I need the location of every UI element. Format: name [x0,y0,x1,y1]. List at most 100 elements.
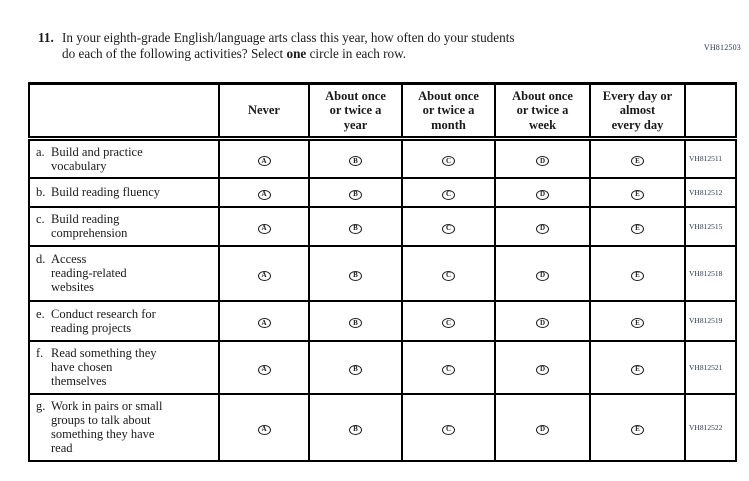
row-e-option-week-cell: D [494,299,591,342]
row-d-letter: d. [36,252,46,266]
row-g-circle-b[interactable]: B [349,424,362,435]
row-a-option-never-cell: A [218,137,310,179]
row-f-option-everyday-cell: E [589,339,686,395]
row-d-option-month-cell: C [401,244,496,302]
row-f-circle-c[interactable]: C [442,364,455,375]
row-c-circle-c[interactable]: C [442,223,455,234]
row-b-circle-b[interactable]: B [349,189,362,200]
row-f-circle-a[interactable]: A [257,364,271,375]
row-e-option-everyday-cell: E [589,299,686,342]
question-text-line1: In your eighth-grade English/language ar… [62,30,515,45]
row-d-circle-d[interactable]: D [536,270,549,281]
row-f-option-year-cell: B [308,339,403,395]
row-g-label: Work in pairs or small groups to talk ab… [51,399,163,455]
row-g-circle-c[interactable]: C [442,424,455,435]
row-a-circle-b[interactable]: B [349,156,362,167]
row-a-option-year-cell: B [308,137,403,179]
header-every-day: Every day or almost every day [589,82,686,141]
row-e-circle-c[interactable]: C [442,318,455,328]
row-e-circle-d[interactable]: D [536,318,549,328]
row-f-option-never-cell: A [218,339,310,395]
table-header-row: Never About once or twice a year About o… [28,82,737,141]
row-a-circle-e[interactable]: E [631,156,644,167]
table-row-b: b. Build reading fluency A B C D E VH8125… [28,176,737,208]
row-c-code: VH812515 [684,205,737,247]
row-f-circle-e[interactable]: E [631,364,644,375]
header-empty-code-col [684,82,737,141]
row-d-option-everyday-cell: E [589,244,686,302]
row-b-circle-d[interactable]: D [536,189,549,200]
row-a-label-cell: a. Build and practice vocabulary [28,137,220,179]
row-c-option-year-cell: B [308,205,403,247]
header-once-twice-month: About once or twice a month [401,82,496,141]
row-f-code: VH812521 [684,339,737,395]
question-number: 11. [38,30,54,45]
row-f-option-month-cell: C [401,339,496,395]
row-c-option-never-cell: A [218,205,310,247]
row-b-option-month-cell: C [401,176,496,208]
row-g-code: VH812522 [684,392,737,462]
header-empty-corner [28,82,220,141]
row-c-circle-d[interactable]: D [536,223,549,234]
row-a-circle-a[interactable]: A [257,156,271,167]
row-e-code: VH812519 [684,299,737,342]
row-g-circle-e[interactable]: E [631,424,644,435]
row-b-code: VH812512 [684,176,737,208]
row-a-code: VH812511 [684,137,737,179]
row-d-option-week-cell: D [494,244,591,302]
row-c-circle-a[interactable]: A [257,223,271,234]
row-b-option-week-cell: D [494,176,591,208]
row-b-circle-a[interactable]: A [257,189,271,200]
row-a-option-everyday-cell: E [589,137,686,179]
question-bold-word: one [286,45,307,61]
row-f-circle-d[interactable]: D [536,364,549,375]
row-g-circle-d[interactable]: D [536,424,549,435]
row-g-option-everyday-cell: E [589,392,686,462]
header-never: Never [218,82,310,141]
row-e-option-month-cell: C [401,299,496,342]
row-b-letter: b. [36,185,46,199]
table-row-f: f. Read something they have chosen themse… [28,339,737,395]
row-g-label-cell: g. Work in pairs or small groups to talk … [28,392,220,462]
row-b-option-everyday-cell: E [589,176,686,208]
question-text: In your eighth-grade English/language ar… [62,30,515,61]
row-c-circle-b[interactable]: B [349,223,362,234]
header-once-twice-week: About once or twice a week [494,82,591,141]
row-d-option-year-cell: B [308,244,403,302]
table-row-c: c. Build reading comprehension A B C D E … [28,205,737,247]
row-a-circle-c[interactable]: C [442,156,455,167]
row-a-option-week-cell: D [494,137,591,179]
row-e-letter: e. [36,306,45,321]
row-f-letter: f. [36,346,44,360]
row-d-circle-a[interactable]: A [257,270,271,281]
row-d-code: VH812518 [684,244,737,302]
row-a-letter: a. [36,144,45,159]
row-c-option-everyday-cell: E [589,205,686,247]
row-e-label-cell: e. Conduct research for reading projects [28,299,220,342]
row-e-circle-e[interactable]: E [631,318,644,328]
row-d-circle-e[interactable]: E [631,270,644,281]
header-once-twice-year: About once or twice a year [308,82,403,141]
row-g-option-month-cell: C [401,392,496,462]
table-row-a: a. Build and practice vocabulary A B C D … [28,137,737,179]
row-e-circle-b[interactable]: B [349,318,362,328]
row-b-circle-e[interactable]: E [631,189,644,200]
form-code-top-right: VH812503 [703,43,741,52]
row-d-label-cell: d. Access reading-related websites [28,244,220,302]
row-c-circle-e[interactable]: E [631,223,644,234]
question-block: 11. In your eighth-grade English/languag… [38,30,678,61]
row-d-circle-c[interactable]: C [442,270,455,281]
row-f-label-cell: f. Read something they have chosen themse… [28,339,220,395]
row-a-circle-d[interactable]: D [536,156,549,167]
row-g-circle-a[interactable]: A [257,424,271,435]
row-e-circle-a[interactable]: A [257,318,271,328]
row-c-option-month-cell: C [401,205,496,247]
row-f-circle-b[interactable]: B [349,364,362,375]
question-text-line2-end: circle in each row. [306,45,407,61]
row-b-circle-c[interactable]: C [442,189,455,200]
row-e-label: Conduct research for reading projects [51,306,156,335]
row-b-option-never-cell: A [218,176,310,208]
table-row-d: d. Access reading-related websites A B C … [28,244,737,302]
row-d-circle-b[interactable]: B [349,270,362,281]
row-a-label: Build and practice vocabulary [51,144,143,173]
